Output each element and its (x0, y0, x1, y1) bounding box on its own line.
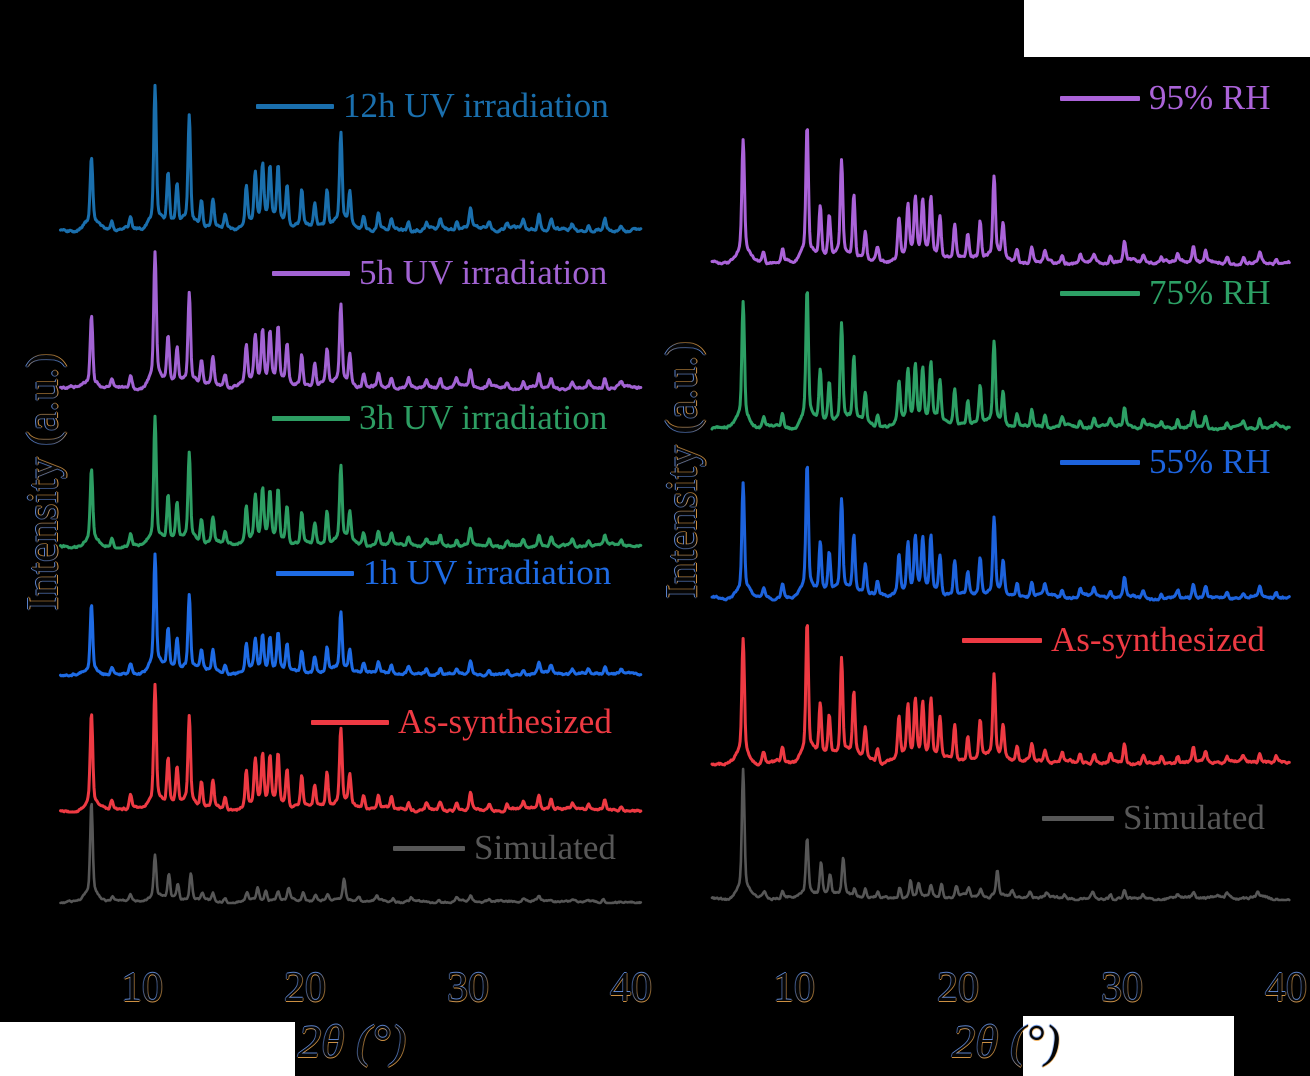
legend-line-swatch (1060, 95, 1140, 101)
legend-label: 5h UV irradiation (359, 253, 608, 292)
legend-right-simulated: Simulated (1042, 797, 1265, 839)
white-patch-1 (0, 1022, 295, 1076)
x-tick-right-40: 40 (1265, 965, 1307, 1011)
legend-label: Simulated (1123, 798, 1265, 837)
legend-label: 75% RH (1149, 273, 1271, 312)
trace-right-as-synthesized (710, 624, 1291, 767)
legend-line-swatch (272, 270, 350, 276)
legend-right-75-rh: 75% RH (1060, 272, 1271, 314)
legend-line-swatch (393, 845, 465, 851)
legend-right-as-synthesized: As-synthesized (962, 619, 1265, 661)
trace-left-1h-uv-irradiation (59, 552, 643, 678)
legend-label: As-synthesized (398, 702, 612, 741)
trace-left-12h-uv-irradiation (59, 83, 643, 234)
right-y-axis-label: Intensity (a.u.) (657, 341, 706, 599)
legend-label: 12h UV irradiation (343, 86, 609, 125)
legend-label: Simulated (474, 828, 616, 867)
legend-left-simulated: Simulated (393, 827, 616, 869)
white-patch-2 (1023, 1016, 1234, 1076)
legend-label: 3h UV irradiation (359, 398, 608, 437)
trace-right-75-rh (710, 291, 1291, 432)
legend-left-12h-uv-irradiation: 12h UV irradiation (256, 85, 609, 127)
legend-label: 95% RH (1149, 78, 1271, 117)
legend-line-swatch (1042, 815, 1114, 821)
right-x-axis-label: 2θ (°) (951, 1016, 1061, 1068)
trace-right-55-rh (710, 465, 1291, 602)
white-patch-0 (1024, 0, 1310, 57)
legend-left-1h-uv-irradiation: 1h UV irradiation (276, 552, 611, 594)
legend-label: As-synthesized (1051, 620, 1265, 659)
trace-left-3h-uv-irradiation (59, 414, 643, 550)
legend-label: 55% RH (1149, 442, 1271, 481)
legend-line-swatch (276, 570, 354, 576)
trace-left-as-synthesized (59, 682, 643, 814)
left-y-axis-label: Intensity (a.u.) (18, 353, 67, 611)
legend-line-swatch (962, 637, 1042, 643)
trace-right-simulated (710, 767, 1291, 902)
x-tick-left-20: 20 (284, 965, 326, 1011)
left-x-axis-label: 2θ (°) (297, 1016, 407, 1068)
legend-right-95-rh: 95% RH (1060, 77, 1271, 119)
x-tick-right-20: 20 (937, 965, 979, 1011)
legend-line-swatch (256, 103, 334, 109)
legend-line-swatch (1060, 290, 1140, 296)
legend-line-swatch (1060, 459, 1140, 465)
x-tick-left-10: 10 (121, 965, 163, 1011)
x-tick-left-40: 40 (610, 965, 652, 1011)
trace-left-5h-uv-irradiation (59, 250, 643, 392)
legend-right-55-rh: 55% RH (1060, 441, 1271, 483)
trace-right-95-rh (710, 128, 1291, 267)
legend-left-3h-uv-irradiation: 3h UV irradiation (272, 397, 607, 439)
legend-line-swatch (311, 719, 389, 725)
x-tick-right-30: 30 (1101, 965, 1143, 1011)
legend-line-swatch (272, 415, 350, 421)
x-tick-left-30: 30 (447, 965, 489, 1011)
legend-left-as-synthesized: As-synthesized (311, 701, 612, 743)
legend-left-5h-uv-irradiation: 5h UV irradiation (272, 252, 607, 294)
x-tick-right-10: 10 (773, 965, 815, 1011)
legend-label: 1h UV irradiation (363, 553, 612, 592)
trace-left-simulated (59, 802, 643, 905)
